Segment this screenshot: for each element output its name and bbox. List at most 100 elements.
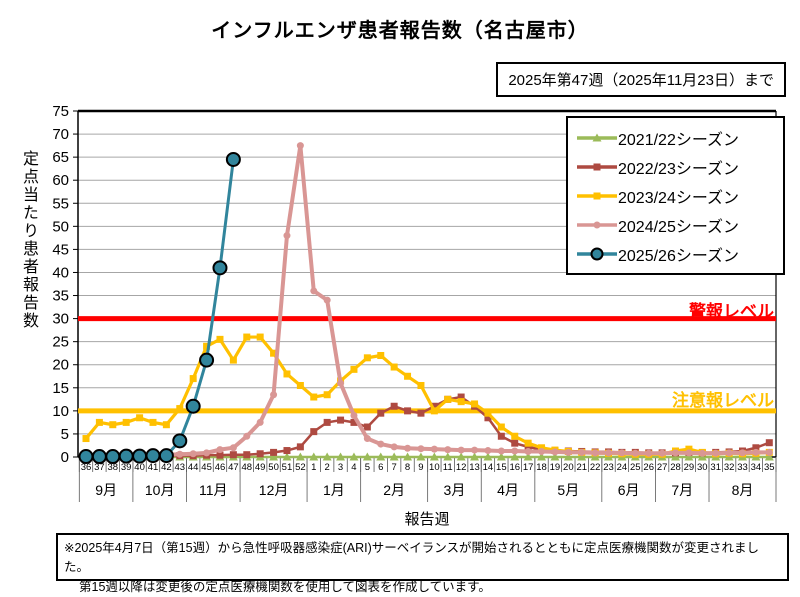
- square-marker: [430, 402, 438, 410]
- square-marker: [216, 451, 224, 459]
- ring-marker: [212, 260, 228, 276]
- legend-label: 2021/22シーズン: [618, 131, 740, 149]
- week-label: 38: [108, 462, 119, 473]
- y-tick-label: 45: [52, 241, 69, 258]
- square-marker: [149, 418, 157, 426]
- square-marker: [593, 163, 601, 170]
- week-label: 28: [670, 462, 681, 473]
- square-marker: [82, 435, 90, 443]
- week-label: 31: [710, 462, 721, 473]
- week-label: 8: [405, 462, 410, 473]
- square-marker: [216, 335, 224, 343]
- circle-marker: [593, 221, 601, 228]
- triangle-marker: [523, 452, 533, 461]
- month-label: 1月: [323, 482, 345, 498]
- square-marker: [524, 439, 532, 447]
- week-label: 14: [483, 462, 494, 473]
- month-label: 8月: [732, 482, 754, 498]
- month-label: 3月: [444, 482, 466, 498]
- triangle-marker: [764, 452, 774, 461]
- circle-marker: [404, 444, 412, 452]
- week-label: 19: [550, 462, 561, 473]
- square-marker: [685, 445, 693, 453]
- week-label: 1: [311, 462, 316, 473]
- square-marker: [136, 414, 144, 422]
- y-tick-label: 70: [52, 126, 69, 143]
- month-label: 10月: [145, 482, 175, 498]
- square-marker: [296, 381, 304, 389]
- circle-marker: [605, 449, 613, 457]
- ring-marker: [91, 449, 107, 465]
- legend-item: 2025/26シーズン: [576, 239, 783, 268]
- page-title: インフルエンザ患者報告数（名古屋市）: [211, 20, 589, 42]
- y-tick-label: 5: [61, 426, 69, 443]
- ring-marker: [132, 448, 148, 464]
- week-label: 43: [174, 462, 185, 473]
- circle-marker: [524, 447, 532, 455]
- triangle-marker: [416, 452, 426, 461]
- ring-marker: [590, 247, 604, 260]
- week-label: 2: [325, 462, 330, 473]
- square-marker: [752, 444, 760, 452]
- triangle-marker: [269, 452, 279, 461]
- caution-level-label: 注意報レベル: [672, 391, 774, 410]
- triangle-marker: [309, 452, 319, 461]
- circle-marker: [631, 449, 639, 457]
- y-tick-label: 50: [52, 218, 69, 235]
- square-marker: [363, 423, 371, 431]
- week-label: 3: [338, 462, 343, 473]
- circle-marker: [578, 448, 586, 456]
- week-label: 18: [536, 462, 547, 473]
- week-label: 15: [496, 462, 507, 473]
- triangle-marker: [403, 452, 413, 461]
- square-marker: [511, 432, 519, 440]
- circle-marker: [672, 449, 680, 457]
- legend-item: 2022/23シーズン: [576, 152, 783, 181]
- month-label: 7月: [671, 482, 693, 498]
- triangle-marker: [592, 133, 602, 141]
- triangle-marker: [671, 452, 681, 461]
- square-marker: [471, 400, 479, 408]
- triangle-marker: [563, 452, 573, 461]
- circle-marker: [296, 142, 304, 150]
- triangle-marker: [684, 452, 694, 461]
- square-marker: [283, 370, 291, 378]
- square-marker: [350, 418, 358, 426]
- y-tick-label: 60: [52, 172, 69, 189]
- week-label: 10: [429, 462, 440, 473]
- week-label: 4: [351, 462, 356, 473]
- month-label: 11月: [199, 482, 228, 498]
- footnote-line2: 第15週以降は変更後の定点医療機関数を使用して図表を作成しています。: [79, 579, 491, 594]
- circle-marker: [551, 448, 559, 456]
- circle-marker: [484, 447, 492, 455]
- circle-marker: [471, 446, 479, 454]
- y-tick-label: 0: [61, 449, 69, 466]
- square-marker: [337, 416, 345, 424]
- week-label: 22: [590, 462, 601, 473]
- week-label: 44: [188, 462, 199, 473]
- legend-marker-icon: [577, 163, 617, 170]
- week-label: 47: [228, 462, 239, 473]
- circle-marker: [739, 449, 747, 457]
- circle-marker: [538, 447, 546, 455]
- week-label: 41: [148, 462, 159, 473]
- legend-item: 2024/25シーズン: [576, 210, 783, 239]
- y-tick-label: 35: [52, 288, 69, 305]
- square-marker: [457, 398, 465, 406]
- week-label: 26: [643, 462, 654, 473]
- circle-marker: [752, 448, 760, 456]
- week-label: 5: [365, 462, 370, 473]
- square-marker: [404, 407, 412, 415]
- triangle-marker: [336, 452, 346, 461]
- week-label: 52: [295, 462, 306, 473]
- square-marker: [497, 423, 505, 431]
- week-label: 42: [161, 462, 172, 473]
- y-axis-title: 定点当たり患者報告数: [20, 150, 37, 330]
- legend-marker-icon: [577, 133, 617, 141]
- square-marker: [484, 414, 492, 422]
- legend: 2021/22シーズン 2022/23シーズン 2023/24シーズン 2024/25…: [566, 116, 785, 275]
- week-label: 33: [737, 462, 748, 473]
- triangle-marker: [510, 452, 520, 461]
- triangle-marker: [456, 452, 466, 461]
- square-marker: [162, 421, 170, 429]
